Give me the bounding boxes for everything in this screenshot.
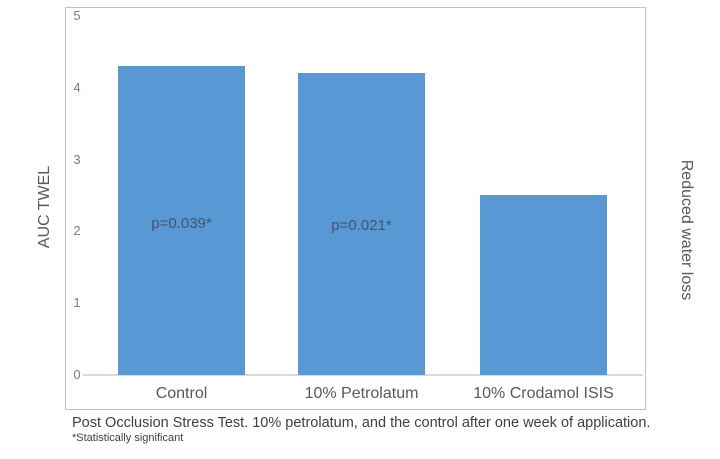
bar-control — [118, 66, 245, 375]
zero-baseline — [83, 374, 643, 376]
bar-10-crodamol-isis — [480, 195, 607, 375]
category-label-10-crodamol-isis: 10% Crodamol ISIS — [473, 385, 614, 402]
bar-p-value-label-0: p=0.039* — [151, 215, 212, 232]
y-axis-title: AUC TWEL — [36, 165, 53, 249]
bar-10-petrolatum — [298, 73, 425, 375]
y-tick-label-2: 2 — [73, 223, 81, 239]
y-tick-label-5: 5 — [73, 8, 81, 23]
y-tick-label-3: 3 — [73, 151, 81, 167]
bar-p-value-label-1: p=0.021* — [331, 217, 392, 234]
y-tick-label-1: 1 — [73, 295, 81, 311]
category-label-10-petrolatum: 10% Petrolatum — [304, 385, 419, 402]
chart-footnote: *Statistically significant — [72, 432, 184, 444]
y-tick-label-0: 0 — [73, 367, 81, 382]
chart-caption: Post Occlusion Stress Test. 10% petrolat… — [72, 415, 651, 431]
right-axis-title: Reduced water loss — [678, 159, 695, 301]
y-tick-label-4: 4 — [73, 79, 81, 95]
category-label-control: Control — [155, 385, 208, 402]
